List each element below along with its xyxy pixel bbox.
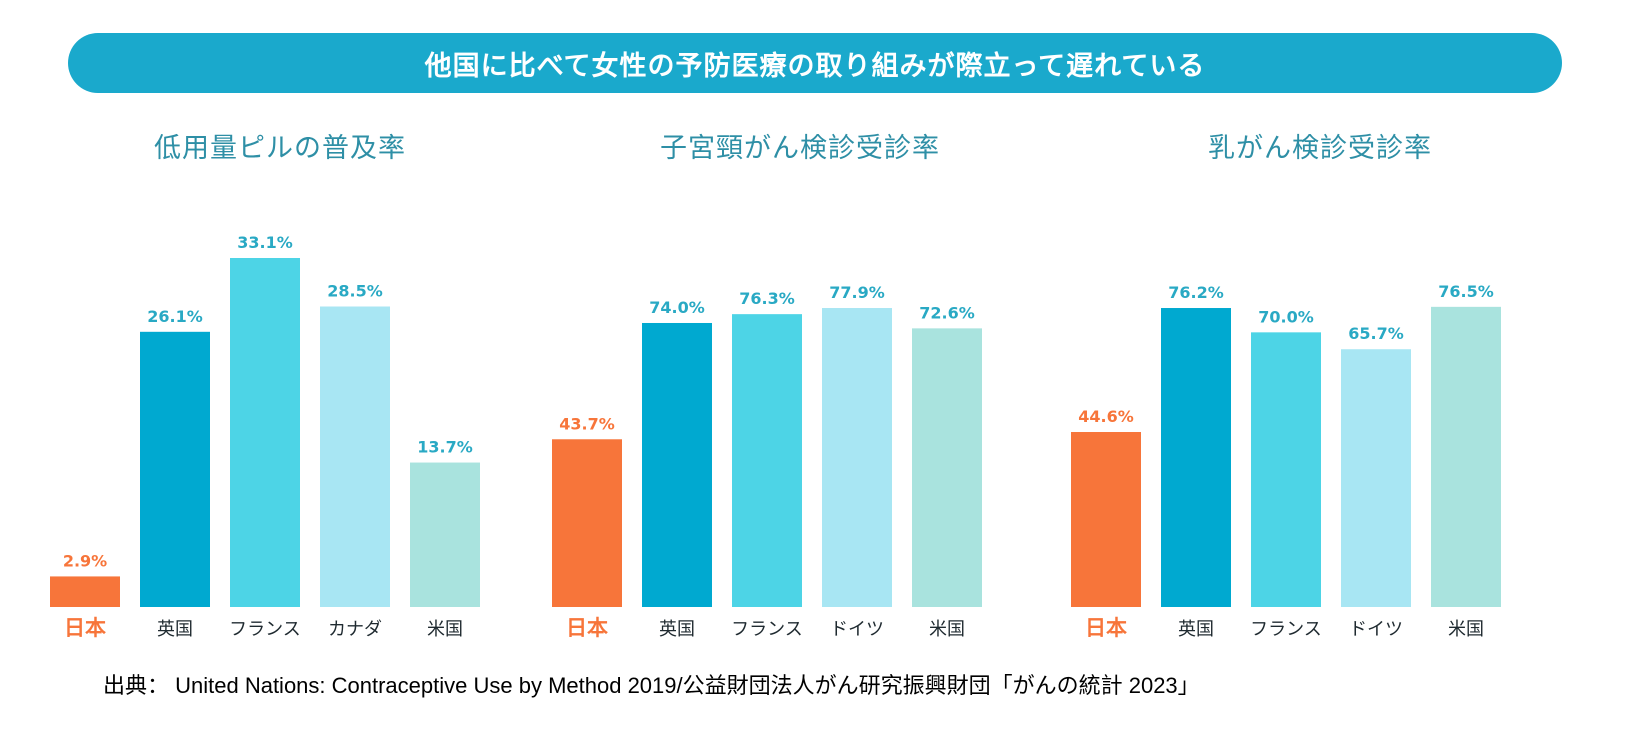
- bar-1-2: [732, 314, 802, 607]
- category-label-2-1: 英国: [1178, 619, 1214, 640]
- source-note: 出典： United Nations: Contraceptive Use by…: [103, 673, 1200, 698]
- bar-2-3: [1341, 349, 1411, 607]
- category-label-0-3: カナダ: [328, 619, 382, 640]
- category-label-2-4: 米国: [1448, 619, 1484, 640]
- bar-0-1: [140, 331, 210, 607]
- category-label-1-3: ドイツ: [830, 619, 884, 640]
- category-label-1-4: 米国: [929, 619, 965, 640]
- category-label-0-4: 米国: [427, 619, 463, 640]
- chart-0: 2.9% 日本 26.1% 英国 33.1% フランス 28.5% カナダ 13.7% 米国: [50, 233, 480, 640]
- bar-1-1: [642, 322, 712, 607]
- bar-0-4: [410, 462, 480, 607]
- bar-1-4: [912, 328, 982, 607]
- headline-banner: 他国に比べて女性の予防医療の取り組みが際立って遅れている: [68, 33, 1562, 93]
- category-label-2-2: フランス: [1250, 619, 1322, 640]
- bar-0-2: [230, 258, 300, 607]
- value-label-0-1: 26.1%: [147, 307, 203, 326]
- category-label-1-0: 日本: [566, 616, 608, 640]
- value-label-1-0: 43.7%: [559, 414, 615, 433]
- bar-0-3: [320, 306, 390, 607]
- value-label-0-3: 28.5%: [327, 282, 383, 301]
- bar-0-0: [50, 576, 120, 607]
- value-label-1-2: 76.3%: [739, 289, 795, 308]
- value-label-2-3: 65.7%: [1348, 324, 1404, 343]
- chart-2: 44.6% 日本 76.2% 英国 70.0% フランス 65.7% ドイツ 76.5% 米国: [1071, 282, 1501, 640]
- category-label-2-0: 日本: [1085, 616, 1127, 640]
- category-label-1-2: フランス: [731, 619, 803, 640]
- value-label-2-2: 70.0%: [1258, 307, 1314, 326]
- category-label-0-2: フランス: [229, 619, 301, 640]
- category-label-2-3: ドイツ: [1349, 619, 1403, 640]
- value-label-2-0: 44.6%: [1078, 407, 1134, 426]
- category-label-1-1: 英国: [659, 619, 695, 640]
- bar-2-0: [1071, 432, 1141, 607]
- bar-2-2: [1251, 332, 1321, 607]
- value-label-1-3: 77.9%: [829, 283, 885, 302]
- value-label-1-1: 74.0%: [649, 298, 705, 317]
- category-label-0-0: 日本: [64, 616, 106, 640]
- headline-text: 他国に比べて女性の予防医療の取り組みが際立って遅れている: [424, 50, 1206, 82]
- category-label-0-1: 英国: [157, 619, 193, 640]
- value-label-0-2: 33.1%: [237, 233, 293, 252]
- value-label-2-4: 76.5%: [1438, 282, 1494, 301]
- value-label-0-0: 2.9%: [63, 551, 107, 570]
- bar-2-1: [1161, 308, 1231, 607]
- bar-1-0: [552, 439, 622, 607]
- chart-title-cervical: 子宮頸がん検診受診率: [660, 132, 940, 164]
- value-label-1-4: 72.6%: [919, 303, 975, 322]
- value-label-0-4: 13.7%: [417, 438, 473, 457]
- bar-1-3: [822, 308, 892, 607]
- chart-title-pill: 低用量ピルの普及率: [154, 132, 406, 164]
- chart-1: 43.7% 日本 74.0% 英国 76.3% フランス 77.9% ドイツ 72.6% 米国: [552, 283, 982, 640]
- bar-2-4: [1431, 306, 1501, 607]
- value-label-2-1: 76.2%: [1168, 283, 1224, 302]
- chart-title-breast: 乳がん検診受診率: [1208, 132, 1432, 164]
